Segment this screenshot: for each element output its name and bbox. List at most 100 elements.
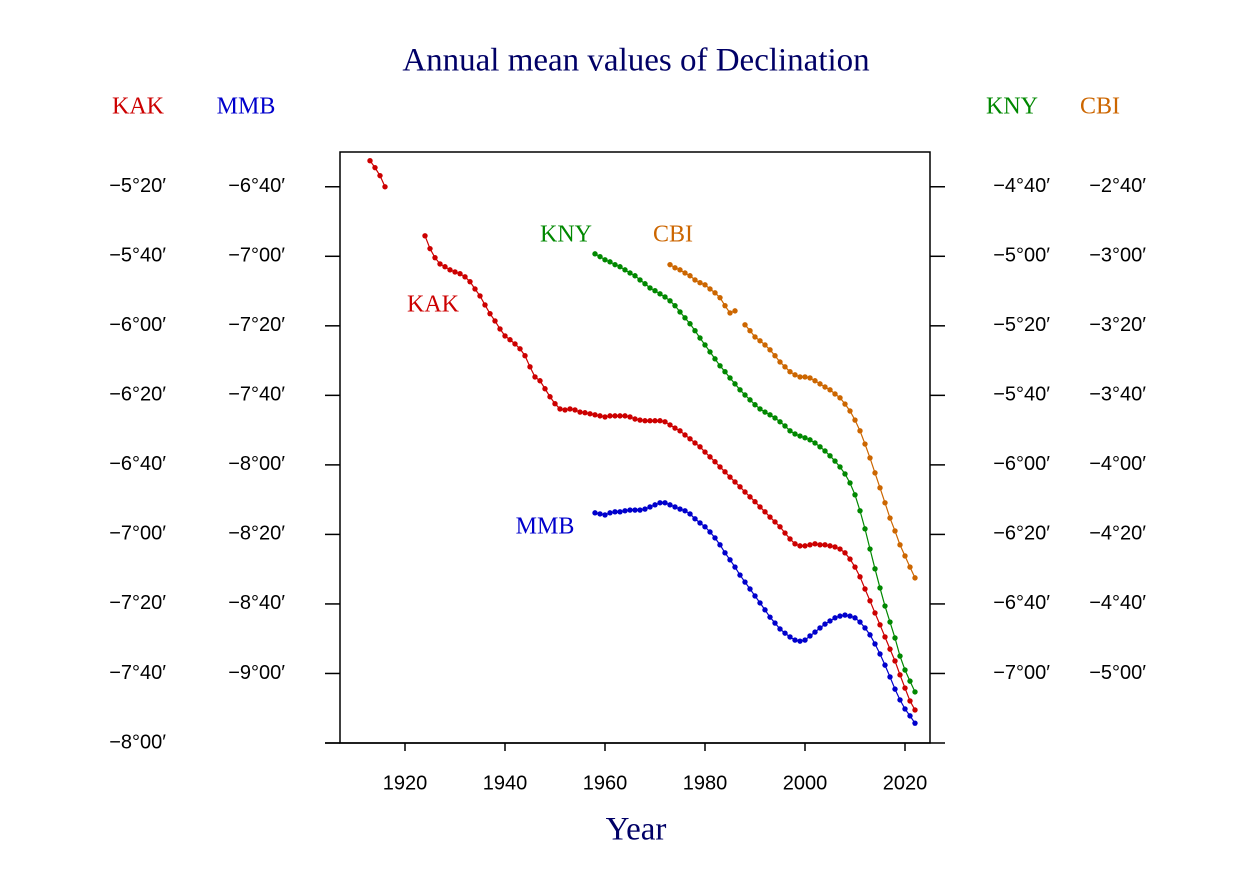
data-point bbox=[902, 685, 908, 691]
data-point bbox=[537, 378, 543, 384]
data-point bbox=[622, 508, 628, 514]
data-point bbox=[612, 509, 618, 515]
data-point bbox=[887, 515, 893, 521]
x-tick-label: 1960 bbox=[583, 772, 628, 794]
data-point bbox=[682, 270, 688, 276]
data-point bbox=[452, 269, 458, 275]
data-point bbox=[752, 499, 758, 505]
data-point bbox=[892, 686, 898, 692]
data-point bbox=[747, 494, 753, 500]
series-label: KNY bbox=[540, 222, 592, 248]
data-point bbox=[792, 637, 798, 643]
data-point bbox=[712, 535, 718, 541]
data-point bbox=[602, 512, 608, 518]
data-point bbox=[702, 449, 708, 455]
data-point bbox=[812, 629, 818, 635]
data-point bbox=[897, 672, 903, 678]
axis-header: KAK bbox=[112, 94, 165, 120]
data-point bbox=[677, 506, 683, 512]
data-point bbox=[557, 406, 563, 412]
data-point bbox=[847, 613, 853, 619]
data-point bbox=[727, 474, 733, 480]
data-point bbox=[727, 557, 733, 563]
data-point bbox=[887, 619, 893, 625]
data-point bbox=[477, 293, 483, 299]
data-point bbox=[727, 375, 733, 381]
data-point bbox=[682, 315, 688, 321]
data-point bbox=[377, 172, 383, 179]
data-point bbox=[617, 264, 623, 270]
data-point bbox=[702, 282, 708, 288]
data-point bbox=[617, 413, 623, 419]
data-point bbox=[757, 338, 763, 344]
data-point bbox=[682, 432, 688, 438]
data-point bbox=[782, 423, 788, 429]
y-tick-label: −3°00′ bbox=[1089, 245, 1146, 267]
data-point bbox=[872, 641, 878, 647]
data-point bbox=[907, 564, 913, 570]
x-tick-label: 1940 bbox=[483, 772, 528, 794]
x-tick-label: 2000 bbox=[783, 772, 828, 794]
data-point bbox=[807, 375, 813, 381]
data-point bbox=[592, 510, 598, 516]
data-point bbox=[772, 519, 778, 525]
data-point bbox=[787, 634, 793, 640]
data-point bbox=[597, 511, 603, 517]
y-tick-label: −3°40′ bbox=[1089, 384, 1146, 406]
y-tick-label: −6°40′ bbox=[993, 592, 1050, 614]
data-point bbox=[702, 342, 708, 348]
data-point bbox=[792, 372, 798, 378]
data-point bbox=[867, 455, 873, 461]
data-point bbox=[737, 572, 743, 578]
data-point bbox=[877, 622, 883, 628]
y-tick-label: −7°00′ bbox=[993, 662, 1050, 684]
data-point bbox=[892, 528, 898, 534]
data-point bbox=[897, 653, 903, 659]
data-point bbox=[872, 470, 878, 476]
data-point bbox=[822, 384, 828, 390]
data-point bbox=[802, 374, 808, 380]
data-point bbox=[382, 184, 388, 190]
data-point bbox=[787, 536, 793, 542]
data-point bbox=[772, 353, 778, 359]
data-point bbox=[582, 410, 588, 416]
y-tick-label: −5°40′ bbox=[109, 245, 166, 267]
data-point bbox=[767, 347, 773, 353]
data-point bbox=[902, 706, 908, 712]
data-point bbox=[807, 542, 813, 548]
data-point bbox=[712, 290, 718, 296]
data-point bbox=[862, 441, 868, 447]
data-point bbox=[847, 480, 853, 486]
data-point bbox=[642, 418, 648, 424]
data-point bbox=[797, 543, 803, 549]
data-point bbox=[802, 637, 808, 643]
data-point bbox=[712, 356, 718, 362]
data-point bbox=[732, 564, 738, 570]
data-point bbox=[612, 261, 618, 268]
data-point bbox=[627, 414, 633, 420]
y-tick-label: −4°20′ bbox=[1089, 523, 1146, 545]
data-point bbox=[717, 464, 723, 470]
data-point bbox=[632, 416, 638, 422]
data-point bbox=[647, 504, 653, 510]
data-point bbox=[912, 689, 918, 695]
data-point bbox=[732, 479, 738, 485]
data-point bbox=[437, 261, 443, 267]
data-point bbox=[837, 546, 843, 552]
y-tick-label: −7°20′ bbox=[109, 592, 166, 614]
data-point bbox=[742, 322, 748, 328]
data-point bbox=[847, 556, 853, 562]
data-point bbox=[897, 697, 903, 703]
data-point bbox=[662, 419, 668, 425]
data-point bbox=[707, 286, 713, 292]
data-point bbox=[787, 369, 793, 375]
data-point bbox=[757, 406, 763, 412]
data-point bbox=[777, 626, 783, 632]
data-point bbox=[747, 327, 753, 334]
data-point bbox=[777, 359, 783, 365]
data-point bbox=[592, 412, 598, 418]
data-point bbox=[677, 428, 683, 434]
data-point bbox=[812, 541, 818, 547]
data-point bbox=[482, 302, 488, 308]
